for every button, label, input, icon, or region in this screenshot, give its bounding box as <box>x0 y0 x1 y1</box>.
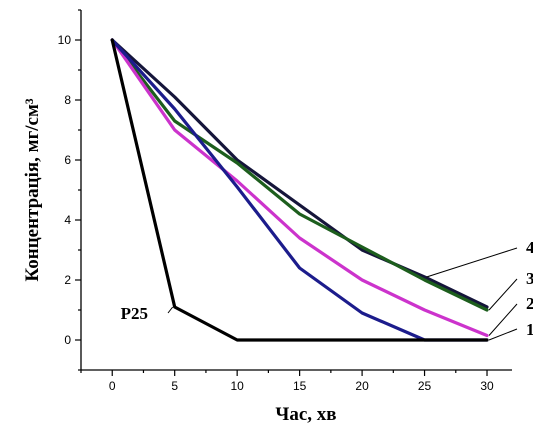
y-tick-label: 4 <box>64 213 71 227</box>
x-tick-label: 0 <box>109 379 116 393</box>
curve-label-3: 3 <box>526 269 533 288</box>
x-tick-label: 5 <box>171 379 178 393</box>
x-tick-label: 10 <box>230 379 244 393</box>
series-line-1 <box>110 38 489 342</box>
leader-line-p25 <box>167 306 174 314</box>
y-tick-label: 6 <box>64 153 71 167</box>
y-tick-label: 2 <box>64 273 71 287</box>
leader-line-2 <box>488 303 518 336</box>
x-tick-label: 15 <box>293 379 307 393</box>
leaders-layer <box>167 247 518 341</box>
x-tick-label: 25 <box>418 379 432 393</box>
leader-line-1 <box>488 328 518 341</box>
ticks-layer: 0 5 10 15 20 25 30 0 2 4 6 8 10 <box>58 9 494 393</box>
y-tick-label: 10 <box>58 33 72 47</box>
series-line-p25 <box>110 38 489 342</box>
curve-label-2: 2 <box>526 294 533 313</box>
series-line-2 <box>110 38 489 338</box>
x-axis-title: Час, хв <box>275 404 336 425</box>
labels-layer: P25 1 2 3 4 <box>121 238 533 339</box>
leader-line-4 <box>426 247 518 278</box>
leader-line-3 <box>488 278 518 311</box>
y-tick-label: 0 <box>64 333 71 347</box>
curve-label-p25: P25 <box>121 304 148 323</box>
curve-label-4: 4 <box>526 238 533 257</box>
series-line-4 <box>110 38 489 309</box>
y-axis-title: Концентрація, мг/см³ <box>22 98 43 281</box>
x-tick-label: 30 <box>480 379 494 393</box>
series-layer <box>110 38 489 342</box>
curve-label-1: 1 <box>526 320 533 339</box>
y-tick-label: 8 <box>64 93 71 107</box>
series-line-3 <box>110 38 489 312</box>
x-tick-label: 20 <box>355 379 369 393</box>
